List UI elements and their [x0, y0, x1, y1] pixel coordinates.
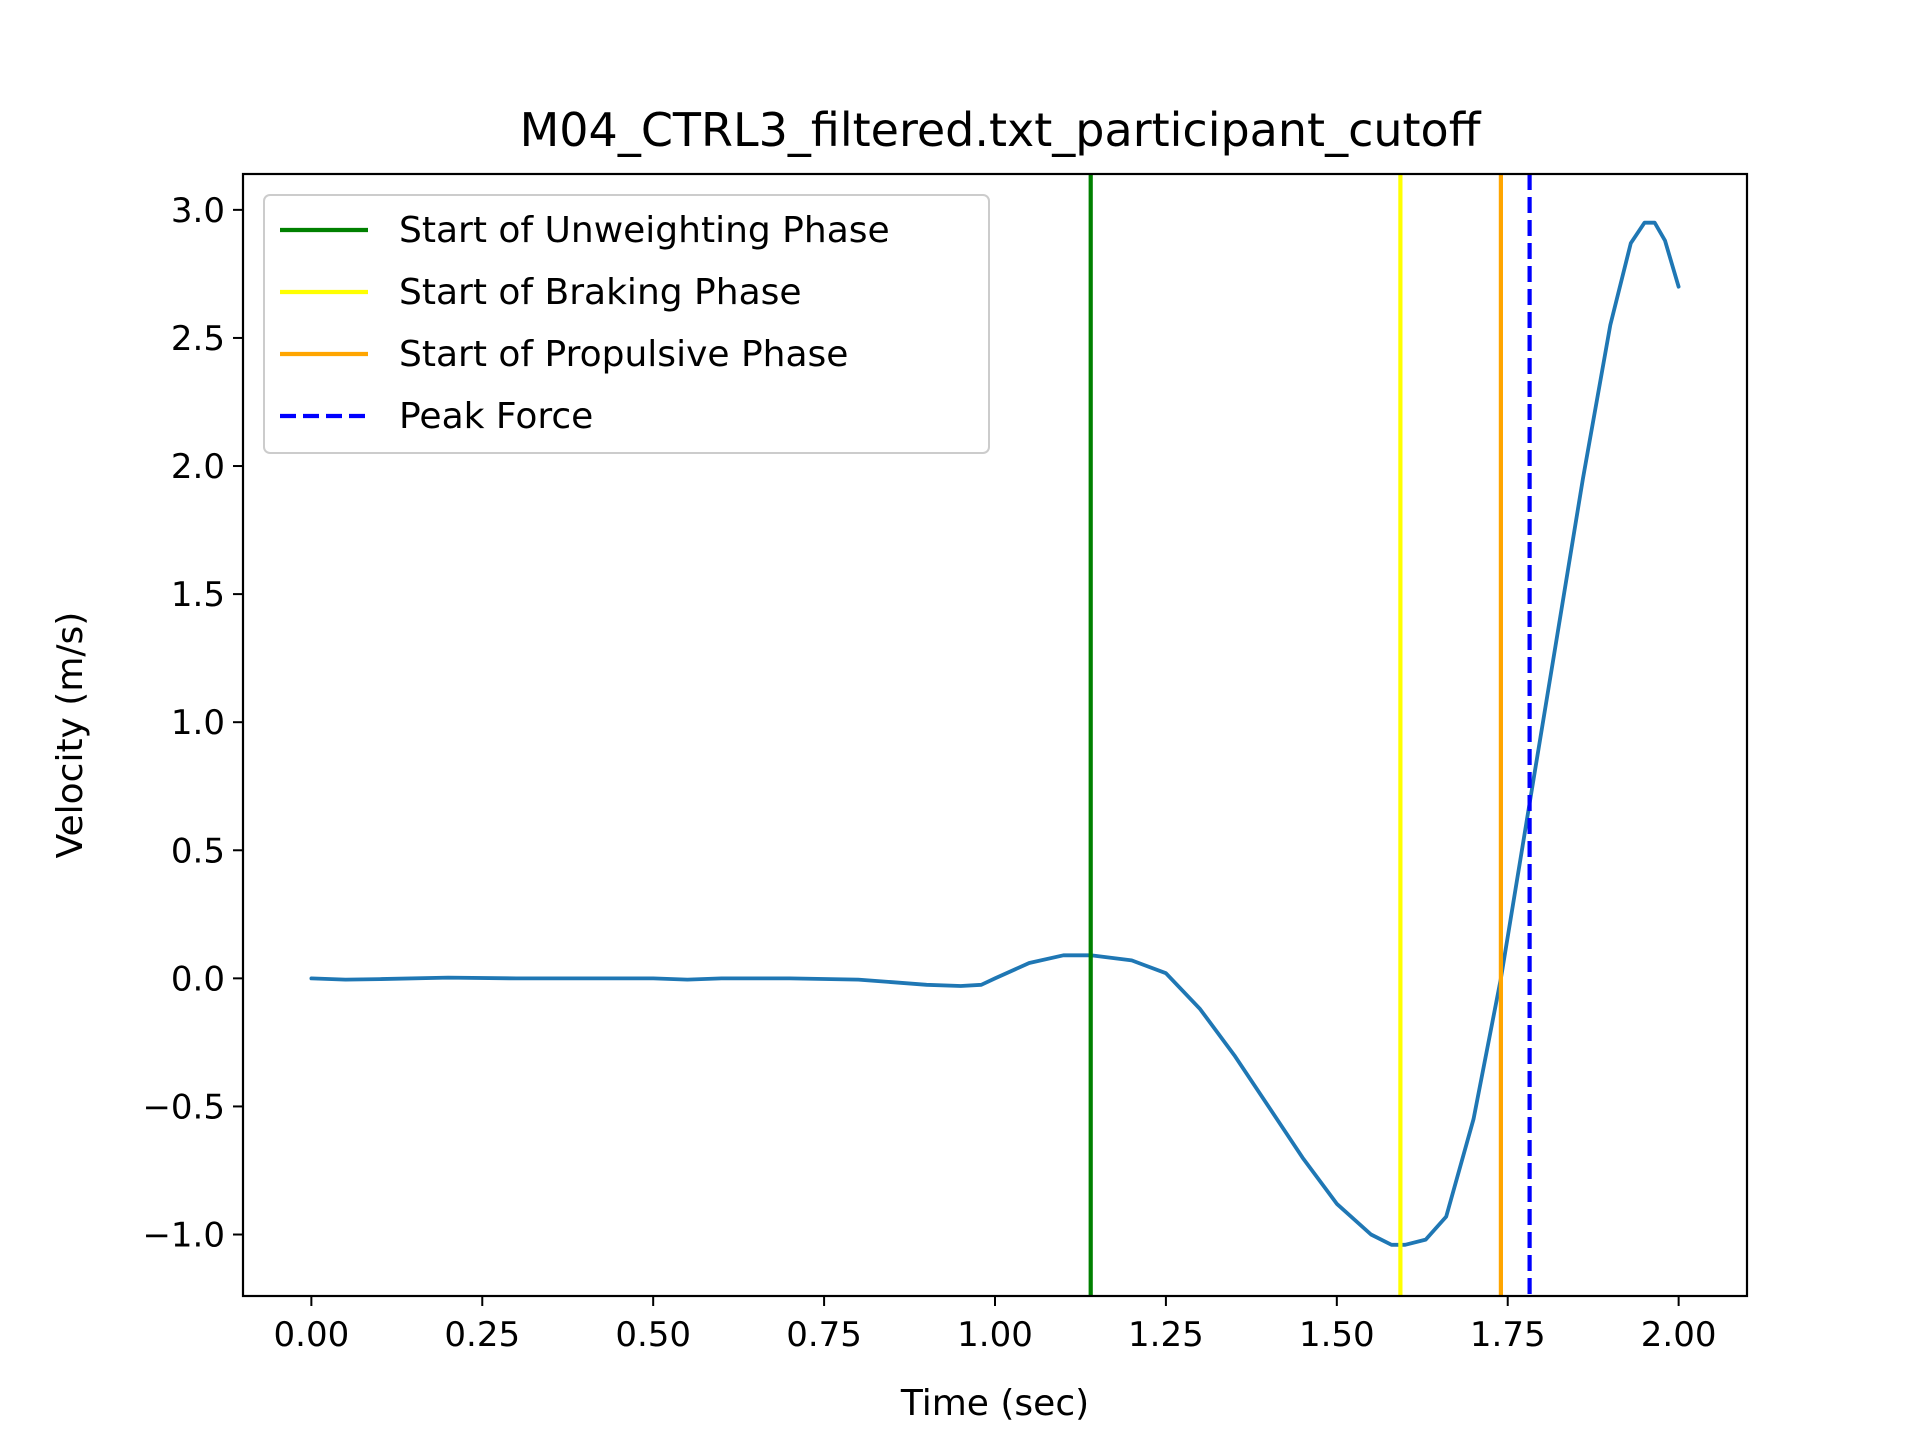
- x-tick-label: 1.00: [957, 1315, 1033, 1355]
- y-tick-label: 1.0: [171, 703, 225, 743]
- x-tick-label: 1.50: [1299, 1315, 1375, 1355]
- y-axis-label: Velocity (m/s): [50, 612, 91, 859]
- y-tick-label: 0.0: [171, 959, 225, 999]
- x-tick-label: 1.75: [1470, 1315, 1546, 1355]
- y-tick-label: −1.0: [142, 1216, 225, 1256]
- plot-area: [309, 174, 1681, 1296]
- y-tick-label: −0.5: [142, 1087, 225, 1127]
- legend-label-start-of-unweighting-phase: Start of Unweighting Phase: [399, 210, 890, 251]
- y-tick-label: 0.5: [171, 831, 225, 871]
- x-tick-label: 0.75: [786, 1315, 862, 1355]
- y-tick-label: 2.5: [171, 319, 225, 359]
- legend-label-start-of-propulsive-phase: Start of Propulsive Phase: [399, 334, 848, 375]
- axis-ticks: 0.00 0.25 0.50 0.75 1.00 1.25 1.50 1.75 2.00 −1.0…: [142, 191, 1716, 1355]
- y-tick-label: 2.0: [171, 447, 225, 487]
- legend: Start of Unweighting Phase Start of Braki…: [263, 194, 990, 454]
- chart-title: M04_CTRL3_filtered.txt_participant_cutof…: [520, 103, 1482, 157]
- x-tick-label: 2.00: [1641, 1315, 1717, 1355]
- x-tick-label: 0.25: [444, 1315, 520, 1355]
- x-axis-label: Time (sec): [900, 1383, 1089, 1424]
- x-tick-label: 0.00: [274, 1315, 350, 1355]
- velocity-series-line: [309, 220, 1681, 1247]
- y-tick-label: 1.5: [171, 575, 225, 615]
- legend-box: [263, 194, 990, 454]
- legend-label-peak-force: Peak Force: [399, 396, 593, 437]
- y-tick-label: 3.0: [171, 191, 225, 231]
- legend-label-start-of-braking-phase: Start of Braking Phase: [399, 272, 802, 313]
- x-tick-label: 1.25: [1128, 1315, 1204, 1355]
- x-tick-label: 0.50: [615, 1315, 691, 1355]
